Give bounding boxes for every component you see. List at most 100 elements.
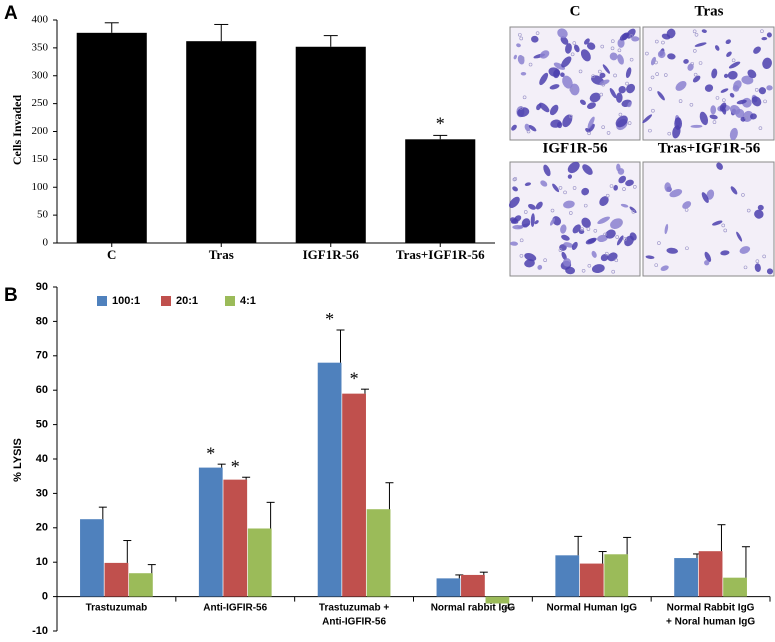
cell (730, 186, 738, 195)
cell (560, 72, 565, 78)
cell (615, 92, 623, 103)
cell (524, 182, 532, 186)
y-tick-label: 30 (36, 487, 48, 499)
cell (563, 258, 572, 267)
cell (761, 36, 768, 41)
cell (572, 224, 581, 234)
pore (663, 73, 668, 77)
pore (689, 102, 694, 107)
cell (675, 81, 687, 91)
pore (746, 208, 751, 213)
cell (625, 179, 634, 187)
cell (766, 85, 773, 91)
cell (571, 241, 578, 251)
y-tick-label: 300 (32, 69, 49, 81)
bar (129, 573, 153, 597)
significance-mark: * (231, 456, 240, 476)
y-axis-label: Cells Invaded (10, 95, 24, 166)
cell (560, 224, 567, 234)
cell (524, 253, 537, 262)
cell (704, 84, 714, 92)
cell (657, 50, 666, 59)
bar (436, 578, 461, 597)
cell (563, 200, 575, 209)
cell (539, 102, 550, 113)
y-tick-label: 350 (32, 41, 49, 53)
pore (543, 258, 547, 262)
pore (690, 61, 694, 66)
pore (572, 41, 577, 45)
cell (535, 201, 543, 210)
pore (535, 31, 540, 35)
cell (517, 107, 530, 117)
legend-swatch (97, 296, 107, 306)
cell (631, 36, 640, 42)
cell (549, 84, 560, 90)
cell (704, 260, 710, 266)
pore (611, 269, 615, 274)
cell (530, 213, 535, 227)
cell (723, 73, 729, 79)
legend-swatch (225, 296, 235, 306)
cell (664, 182, 672, 193)
pore (712, 120, 717, 124)
x-tick-label: + Noral human IgG (666, 617, 755, 628)
cell (720, 88, 729, 93)
micrograph (642, 26, 775, 141)
cell (583, 38, 590, 45)
cell (618, 175, 627, 184)
cell (517, 54, 525, 65)
pore (523, 210, 528, 214)
cell (729, 92, 735, 98)
legend-label: 100:1 (112, 295, 140, 307)
bar (698, 551, 723, 597)
cell (591, 250, 597, 258)
cell (549, 218, 556, 226)
cell (699, 111, 709, 126)
pore (763, 99, 767, 104)
pore (603, 232, 607, 237)
bar (104, 562, 129, 597)
pore (593, 229, 598, 233)
micrograph-frame (642, 26, 775, 141)
cell (751, 96, 762, 107)
bar (579, 563, 604, 597)
cell (510, 241, 519, 246)
pore (526, 129, 531, 134)
y-tick-label: 20 (36, 522, 48, 534)
cell (565, 43, 572, 54)
cell (586, 42, 596, 50)
cell (581, 187, 590, 196)
micrograph (508, 161, 641, 277)
x-tick-label: Trastuzumab (86, 603, 148, 614)
cell (557, 28, 568, 39)
pore (550, 208, 555, 213)
cell (712, 220, 723, 226)
micrograph (642, 161, 775, 277)
pore (605, 193, 610, 198)
cell (692, 75, 701, 83)
cell (617, 38, 625, 48)
cell (550, 119, 562, 128)
bar (723, 577, 747, 597)
pore (632, 185, 637, 189)
pore (723, 228, 728, 233)
cell (605, 229, 616, 239)
pore (655, 39, 659, 44)
cell (754, 263, 761, 273)
cell (669, 189, 683, 198)
pore (587, 263, 592, 268)
bar (80, 519, 104, 597)
pore (614, 258, 619, 263)
pore (601, 82, 606, 87)
pore (654, 263, 659, 267)
pore (622, 187, 626, 191)
pore (601, 125, 605, 129)
pore (692, 29, 697, 34)
cell (524, 123, 531, 132)
pore (569, 211, 573, 215)
cell (629, 232, 637, 241)
cell (753, 46, 761, 54)
cell (553, 69, 560, 79)
cell (625, 67, 632, 79)
